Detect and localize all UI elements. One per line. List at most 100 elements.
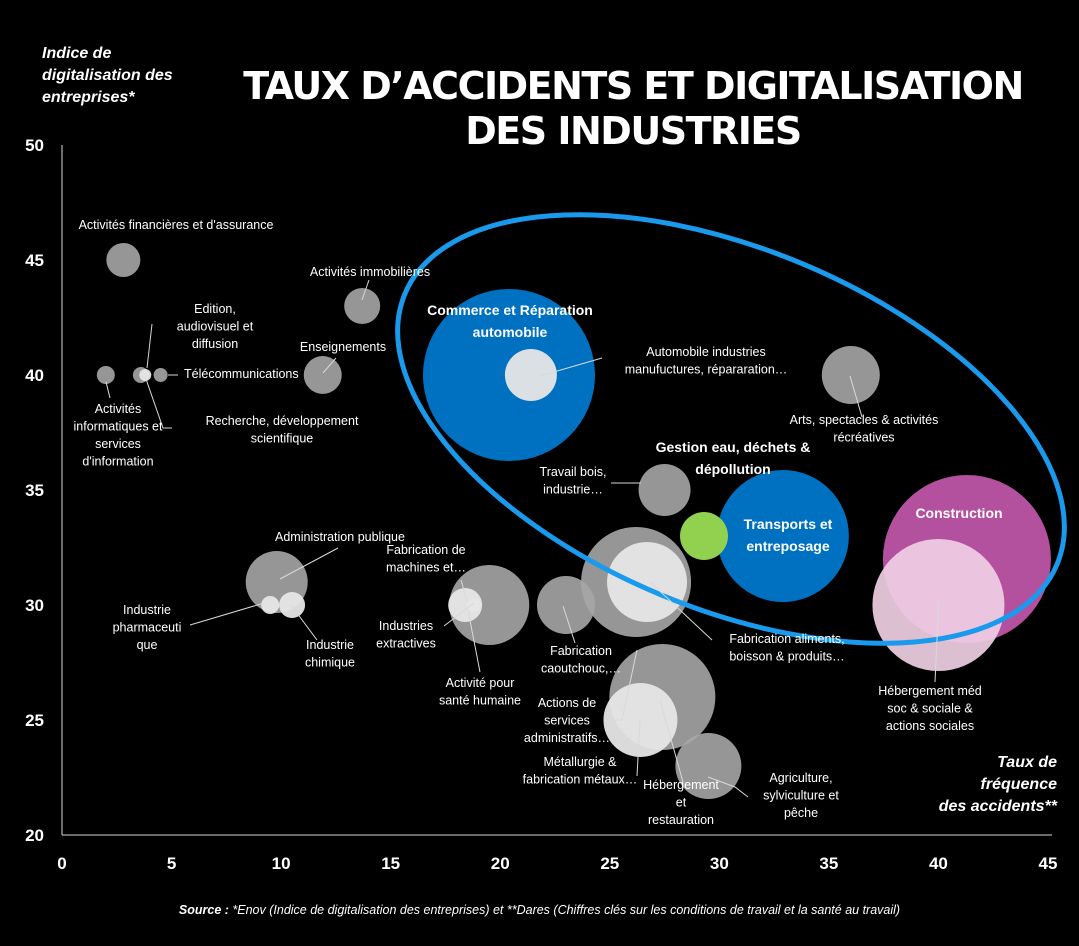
bubble-recherche-developpement-scientifique (139, 369, 152, 381)
x-tick-label: 45 (1039, 854, 1058, 873)
leader-fabrication-de-machines-et (460, 579, 468, 602)
leader-edition-audiovisuel-et-diffusion (146, 323, 153, 369)
bubble-transports-et-entreposage (716, 470, 849, 602)
x-tick-label: 40 (929, 854, 948, 873)
label-fabrication-caoutchouc: Fabrication caoutchouc,… (541, 644, 621, 676)
highlight-ellipse (395, 212, 1067, 646)
x-axis-title-line: Taux de (997, 754, 1057, 771)
label-activites-financieres-et-d-assurance-line: Activités financières et d'assurance (79, 218, 274, 232)
label-transports-et-entreposage-line: entreposage (746, 538, 829, 554)
label-arts-spectacles-activites-recreatives-line: Arts, spectacles & activités (790, 413, 939, 427)
label-construction-line: Construction (915, 505, 1002, 521)
label-edition-audiovisuel-et-diffusion-line: Edition, (194, 302, 236, 316)
label-transports-et-entreposage-line: Transports et (744, 516, 833, 532)
title-line-2: DES INDUSTRIES (465, 109, 800, 153)
y-tick-label: 40 (25, 366, 44, 385)
bubble-fabrication-de-machines-et (448, 588, 483, 622)
label-gestion-eau-dechets-depollution-line: dépollution (695, 461, 770, 477)
label-activites-immobilieres-line: Activités immobilières (310, 265, 430, 279)
label-fabrication-aliments-boisson-produits-line: boisson & produits… (729, 650, 844, 664)
label-hebergement-med-soc-sociale-actions-sociales-line: soc & sociale & (887, 702, 973, 716)
title-line-1: TAUX D’ACCIDENTS ET DIGITALISATION (243, 64, 1023, 108)
label-edition-audiovisuel-et-diffusion-line: diffusion (192, 337, 238, 351)
label-enseignements-line: Enseignements (300, 340, 386, 354)
x-tick-label: 0 (57, 854, 66, 873)
label-activites-informatiques-et-services-d-information-line: Activités (95, 402, 142, 416)
source-text: *Enov (Indice de digitalisation des entr… (232, 903, 901, 917)
y-tick-label: 45 (25, 251, 44, 270)
label-automobile-industries-manufuctures-repararation-line: Automobile industries (646, 345, 766, 359)
label-fabrication-aliments-boisson-produits: Fabrication aliments, boisson & produits… (729, 632, 844, 664)
source-note: Source : *Enov (Indice de digitalisation… (0, 903, 1079, 917)
leader-actions-de-services-administratifs (612, 649, 638, 721)
leader-recherche-developpement-scientifique (145, 378, 172, 429)
label-activites-financieres-et-d-assurance: Activités financières et d'assurance (79, 218, 274, 232)
label-administration-publique-line: Administration publique (275, 530, 405, 544)
bubble-gestion-eau-dechets-depollution (679, 512, 728, 560)
bubble-metallurgie-fabrication-metaux (603, 683, 678, 757)
label-enseignements: Enseignements (300, 340, 386, 354)
label-recherche-developpement-scientifique-line: scientifique (251, 432, 314, 446)
y-axis-title: Indice de digitalisation des entreprises* (42, 45, 173, 106)
label-industrie-pharmaceuti-que-line: Industrie (123, 603, 171, 617)
label-telecommunications: Télécommunications (184, 367, 299, 381)
bubble-industrie-chimique (279, 592, 306, 618)
x-tick-label: 20 (491, 854, 510, 873)
label-fabrication-caoutchouc-line: caoutchouc,… (541, 662, 621, 676)
x-axis-label: Taux de fréquence des accidents** (939, 754, 1058, 815)
bubble-activites-informatiques-et-services-d-information (96, 366, 115, 384)
label-activites-informatiques-et-services-d-information-line: services (95, 437, 141, 451)
label-travail-bois-industrie-line: Travail bois, (540, 465, 607, 479)
leader-metallurgie-fabrication-metaux (636, 719, 641, 777)
leader-activite-pour-sante-humaine (467, 609, 481, 673)
y-tick-label: 50 (25, 136, 44, 155)
leader-automobile-industries-manufuctures-repararation (539, 357, 603, 377)
leader-industrie-pharmaceuti-que (189, 602, 265, 626)
leader-activites-immobilieres (361, 279, 370, 301)
label-activite-pour-sante-humaine: Activité pour santé humaine (439, 676, 521, 708)
label-fabrication-caoutchouc-line: Fabrication (550, 644, 612, 658)
label-gestion-eau-dechets-depollution-line: Gestion eau, déchets & (656, 439, 811, 455)
axes: 0 5 10 15 20 25 30 35 40 45 20 25 30 35 40 45 50 (25, 136, 1057, 873)
label-industries-extractives-line: Industries (379, 619, 433, 633)
label-administration-publique: Administration publique (275, 530, 405, 544)
label-activites-informatiques-et-services-d-information-line: d'information (82, 455, 153, 469)
leader-administration-publique (279, 547, 339, 580)
x-axis-title-line: fréquence (981, 776, 1058, 793)
highlight-ellipse-group (395, 212, 1067, 646)
label-metallurgie-fabrication-metaux-line: Métallurgie & (544, 755, 618, 769)
label-hebergement-med-soc-sociale-actions-sociales-line: Hébergement méd (878, 684, 982, 698)
label-actions-de-services-administratifs-line: Actions de (538, 696, 596, 710)
label-activites-informatiques-et-services-d-information-line: informatiques et (74, 420, 163, 434)
x-tick-label: 10 (272, 854, 291, 873)
label-actions-de-services-administratifs-line: services (544, 714, 590, 728)
bubble-fabrication-caoutchouc (536, 576, 595, 634)
leader-lines (105, 279, 940, 798)
source-prefix: Source : (178, 903, 229, 917)
label-metallurgie-fabrication-metaux-line: fabrication métaux… (523, 773, 638, 787)
label-activite-pour-sante-humaine-line: Activité pour (446, 676, 515, 690)
bubble-hebergement-et-restauration (675, 733, 742, 799)
label-commerce-et-reparation-automobile-line: automobile (473, 324, 548, 340)
leader-activites-informatiques-et-services-d-information (105, 381, 111, 399)
x-tick-label: 15 (381, 854, 400, 873)
label-automobile-industries-manufuctures-repararation: Automobile industries manufuctures, répar… (625, 345, 788, 377)
label-fabrication-de-machines-et-line: Fabrication de (386, 543, 465, 557)
label-industrie-chimique: Industrie chimique (305, 638, 355, 670)
bubble-telecommunications (153, 368, 168, 382)
label-fabrication-de-machines-et: Fabrication de machines et… (386, 543, 466, 575)
bubble-industries-extractives (466, 598, 481, 612)
label-commerce-et-reparation-automobile-line: Commerce et Réparation (427, 302, 593, 318)
y-tick-label: 35 (25, 481, 44, 500)
bubble-industrie-pharmaceuti-que (261, 596, 280, 614)
leader-hebergement-med-soc-sociale-actions-sociales (934, 597, 940, 683)
label-hebergement-med-soc-sociale-actions-sociales: Hébergement méd soc & sociale & actions so… (878, 684, 982, 733)
label-automobile-industries-manufuctures-repararation-line: manufuctures, répararation… (625, 363, 788, 377)
label-fabrication-de-machines-et-line: machines et… (386, 561, 466, 575)
bubble-activites-financieres-et-d-assurance (106, 243, 141, 277)
leader-industries-extractives (443, 602, 475, 627)
bubble-inner-23 (607, 542, 688, 622)
label-industries-extractives: Industries extractives (376, 619, 436, 651)
